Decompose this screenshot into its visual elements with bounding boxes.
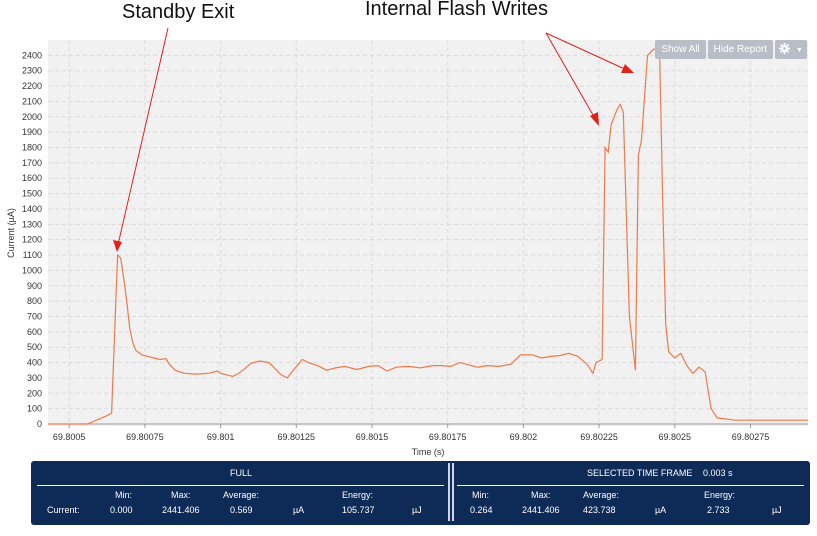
x-tick-label: 69.8015 — [356, 432, 389, 442]
y-tick-label: 400 — [27, 358, 42, 368]
selected-average-value: 423.738 — [583, 505, 616, 515]
y-tick-label: 1200 — [22, 235, 42, 245]
full-max-header: Max: — [171, 490, 191, 500]
x-tick-label: 69.8025 — [658, 432, 691, 442]
full-average-unit: µA — [293, 505, 305, 515]
flash-arrowhead-2 — [621, 64, 634, 73]
selected-divider — [457, 485, 804, 486]
y-tick-label: 200 — [27, 388, 42, 398]
selected-max-header: Max: — [531, 490, 551, 500]
measurement-report: FULL SELECTED TIME FRAME 0.003 s Min: Ma… — [31, 461, 810, 525]
y-tick-label: 100 — [27, 404, 42, 414]
full-min-header: Min: — [115, 490, 133, 500]
y-tick-label: 2400 — [22, 50, 42, 60]
x-axis: 69.8005 69.80075 69.801 69.80125 69.8015 69.8… — [48, 423, 808, 442]
full-section-title: FULL — [230, 468, 253, 478]
hide-report-button[interactable]: Hide Report — [707, 40, 773, 59]
y-axis: 0 100 200 300 400 500 600 700 800 900 1000 1100 1200… — [22, 50, 42, 429]
full-max-value: 2441.406 — [162, 505, 200, 515]
selected-average-header: Average: — [583, 490, 619, 500]
y-tick-label: 1000 — [22, 265, 42, 275]
section-separator-left[interactable] — [448, 463, 450, 521]
y-tick-label: 600 — [27, 327, 42, 337]
full-energy-value: 105.737 — [342, 505, 375, 515]
flash-writes-annotation: Internal Flash Writes — [365, 0, 549, 20]
selected-min-header: Min: — [472, 490, 490, 500]
x-tick-label: 69.80225 — [580, 432, 618, 442]
x-tick-label: 69.8005 — [53, 432, 86, 442]
y-tick-label: 800 — [27, 296, 42, 306]
x-axis-label: Time (s) — [412, 447, 445, 457]
selected-section-title: SELECTED TIME FRAME — [587, 468, 693, 478]
grid — [48, 40, 808, 425]
y-tick-label: 500 — [27, 342, 42, 352]
chart-toolbar: Show All Hide Report ▼ — [655, 40, 807, 59]
show-all-button[interactable]: Show All — [655, 40, 706, 59]
y-tick-label: 1900 — [22, 127, 42, 137]
flash-arrow-line-1 — [545, 32, 598, 123]
x-tick-label: 69.801 — [207, 432, 235, 442]
settings-button[interactable]: ▼ — [775, 40, 807, 59]
y-tick-label: 2100 — [22, 96, 42, 106]
selected-energy-value: 2.733 — [707, 505, 730, 515]
x-tick-label: 69.802 — [510, 432, 538, 442]
y-tick-label: 1100 — [23, 250, 42, 260]
full-energy-unit: µJ — [412, 505, 422, 515]
y-tick-label: 2000 — [22, 112, 42, 122]
standby-exit-annotation: Standby Exit — [122, 1, 235, 23]
full-min-value: 0.000 — [110, 505, 133, 515]
selected-energy-header: Energy: — [704, 490, 736, 500]
selected-duration: 0.003 s — [703, 468, 733, 478]
y-tick-label: 2300 — [22, 66, 42, 76]
selected-energy-unit: µJ — [772, 505, 782, 515]
x-tick-label: 69.80175 — [429, 432, 467, 442]
y-tick-label: 1300 — [22, 219, 42, 229]
chevron-down-icon: ▼ — [795, 47, 803, 54]
plot-area[interactable] — [48, 40, 808, 426]
full-divider — [37, 485, 444, 486]
full-average-value: 0.569 — [230, 505, 253, 515]
y-tick-label: 1600 — [22, 173, 42, 183]
full-energy-header: Energy: — [342, 490, 374, 500]
y-tick-label: 700 — [27, 311, 42, 321]
current-series-line — [48, 48, 808, 425]
selected-max-value: 2441.406 — [522, 505, 560, 515]
y-tick-label: 900 — [27, 281, 42, 291]
selected-min-value: 0.264 — [470, 505, 493, 515]
y-tick-label: 1400 — [22, 204, 42, 214]
section-separator-right[interactable] — [452, 463, 454, 521]
current-chart[interactable]: 0 100 200 300 400 500 600 700 800 900 1000 1100 1200… — [0, 0, 817, 460]
gear-icon — [779, 43, 791, 54]
selected-average-unit: µA — [655, 505, 667, 515]
y-tick-label: 2200 — [22, 81, 42, 91]
standby-arrowhead — [113, 240, 122, 252]
y-tick-label: 0 — [37, 419, 42, 429]
x-tick-label: 69.80125 — [278, 432, 316, 442]
x-tick-label: 69.80075 — [126, 432, 164, 442]
y-axis-label: Current (µA) — [6, 208, 16, 258]
full-average-header: Average: — [223, 490, 259, 500]
current-row-label: Current: — [47, 505, 80, 515]
y-tick-label: 1500 — [22, 189, 42, 199]
flash-arrow-line-2 — [545, 32, 630, 72]
y-tick-label: 1800 — [22, 143, 42, 153]
x-tick-label: 69.80275 — [732, 432, 770, 442]
y-tick-label: 300 — [27, 373, 42, 383]
y-tick-label: 1700 — [22, 158, 42, 168]
flash-arrowhead-1 — [590, 112, 599, 126]
standby-arrow-line — [116, 27, 169, 250]
